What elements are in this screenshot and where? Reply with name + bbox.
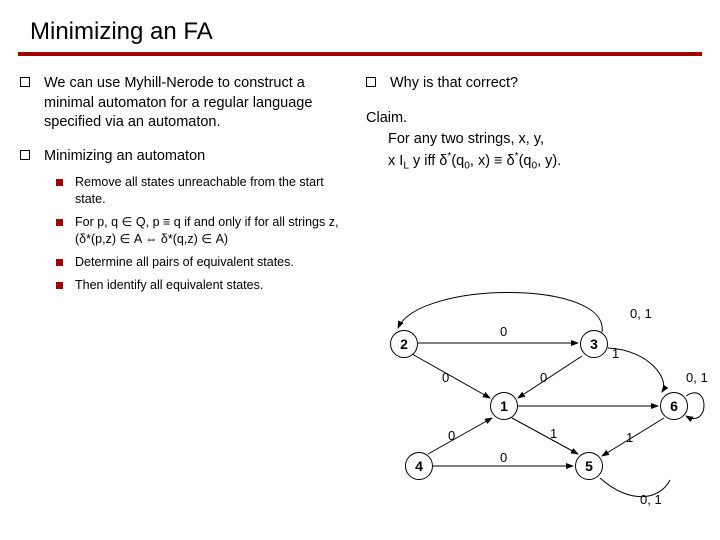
node-5: 5 (575, 452, 603, 480)
claim-frag: (q (519, 152, 532, 168)
node-2: 2 (390, 330, 418, 358)
sub-2-text: For p, q ∈ Q, p ≡ q if and only if for a… (75, 214, 350, 248)
bullet-r1-text: Why is that correct? (390, 74, 518, 94)
bullet-r1: Why is that correct? (366, 74, 700, 94)
label-6-5: 1 (626, 430, 633, 445)
square-bullet-icon (56, 259, 63, 266)
node-4: 4 (405, 452, 433, 480)
right-column: Why is that correct? Claim. For any two … (360, 74, 700, 300)
claim-frag: , y). (537, 152, 561, 168)
square-bullet-icon (56, 219, 63, 226)
node-3: 3 (580, 330, 608, 358)
automaton-diagram: 2 3 1 6 4 5 0 0, 1 1 0 0 0 1 1 0, 1 0 0,… (350, 270, 720, 530)
sub-3-text: Determine all pairs of equivalent states… (75, 254, 294, 271)
label-5-01: 0, 1 (640, 492, 662, 507)
claim-frag: (q (451, 152, 464, 168)
claim-line-1: For any two strings, x, y, (388, 129, 700, 150)
claim-frag: , x) ≡ δ (470, 152, 515, 168)
label-3-loop: 0, 1 (630, 306, 652, 321)
claim-line-2: x IL y iff δ*(q0, x) ≡ δ*(q0, y). (388, 150, 700, 174)
square-bullet-icon (56, 282, 63, 289)
left-column: We can use Myhill-Nerode to construct a … (20, 74, 360, 300)
sub-1-text: Remove all states unreachable from the s… (75, 174, 350, 208)
label-6-loop: 0, 1 (686, 370, 708, 385)
sub-2: For p, q ∈ Q, p ≡ q if and only if for a… (56, 214, 350, 248)
label-1-5: 1 (550, 426, 557, 441)
node-1: 1 (490, 392, 518, 420)
label-4-5: 0 (500, 450, 507, 465)
bullet-2-text: Minimizing an automaton (44, 147, 205, 167)
content-columns: We can use Myhill-Nerode to construct a … (0, 74, 720, 300)
box-bullet-icon (20, 77, 30, 87)
bullet-1-text: We can use Myhill-Nerode to construct a … (44, 74, 350, 133)
label-2-3: 0 (500, 324, 507, 339)
node-6: 6 (660, 392, 688, 420)
title-rule (18, 52, 702, 56)
slide-title: Minimizing an FA (0, 0, 720, 52)
claim-frag: x I (388, 152, 403, 168)
claim-frag: y iff δ (409, 152, 447, 168)
square-bullet-icon (56, 179, 63, 186)
label-3-1-0: 0 (540, 370, 547, 385)
sub-4: Then identify all equivalent states. (56, 277, 350, 294)
claim-block: Claim. For any two strings, x, y, x IL y… (366, 108, 700, 174)
sub-list: Remove all states unreachable from the s… (56, 174, 350, 293)
bullet-1: We can use Myhill-Nerode to construct a … (20, 74, 350, 133)
claim-head: Claim. (366, 108, 700, 129)
label-3-1: 1 (612, 346, 619, 361)
box-bullet-icon (366, 77, 376, 87)
bullet-2: Minimizing an automaton (20, 147, 350, 167)
label-2-1: 0 (442, 370, 449, 385)
box-bullet-icon (20, 150, 30, 160)
sub-4-text: Then identify all equivalent states. (75, 277, 263, 294)
sub-1: Remove all states unreachable from the s… (56, 174, 350, 208)
label-4-1: 0 (448, 428, 455, 443)
sub-3: Determine all pairs of equivalent states… (56, 254, 350, 271)
